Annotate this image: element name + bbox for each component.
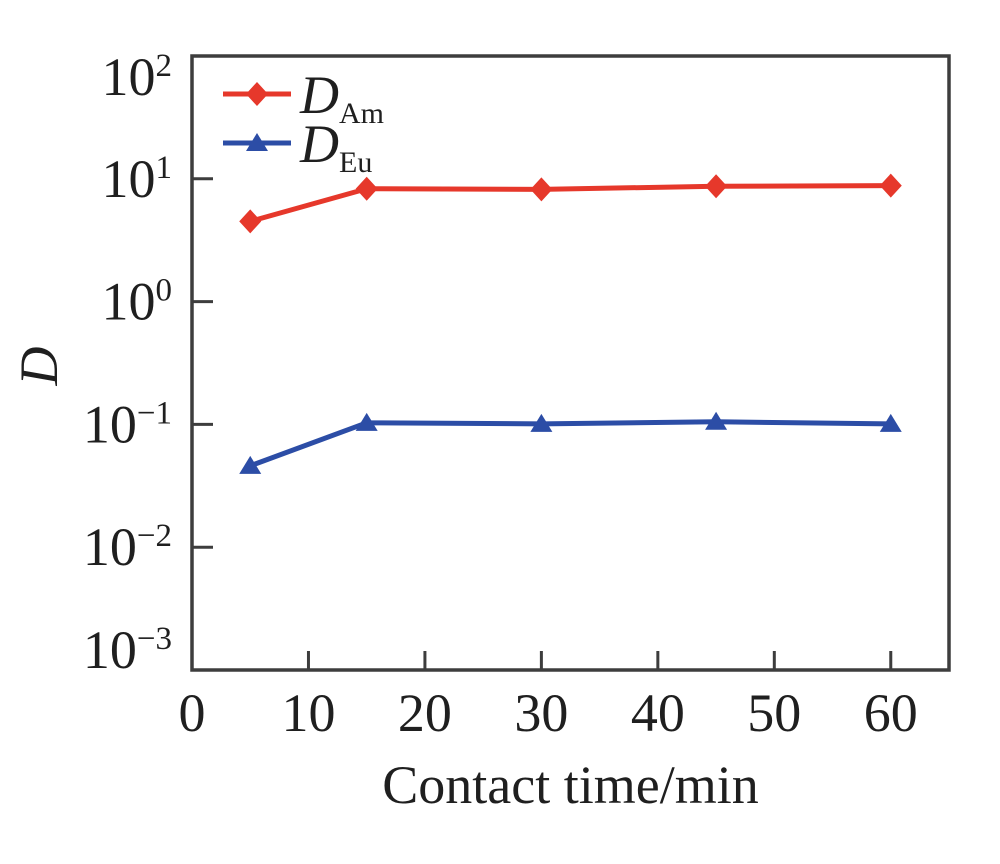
legend-label: DEu	[299, 114, 372, 179]
x-tick-label: 10	[281, 683, 335, 743]
x-tick-label: 20	[398, 683, 452, 743]
series-line	[249, 183, 891, 224]
plot-frame	[190, 54, 951, 672]
legend-marker	[246, 82, 268, 106]
y-axis-title: D	[9, 347, 69, 387]
y-tick-label: 102	[102, 47, 173, 107]
data-point-marker	[239, 455, 262, 474]
y-tick-label: 10−3	[83, 620, 172, 680]
y-tick-label: 100	[102, 272, 173, 332]
legend-label: DAm	[299, 65, 384, 130]
data-point-marker	[355, 176, 378, 201]
data-point-marker	[705, 411, 728, 430]
x-axis-title: Contact time/min	[382, 755, 758, 815]
data-point-marker	[355, 412, 378, 431]
x-tick-label: 40	[631, 683, 685, 743]
y-tick-label: 101	[102, 149, 173, 209]
series-d-eu	[239, 411, 902, 474]
x-tick-label: 60	[864, 683, 918, 743]
series-line	[249, 419, 891, 469]
data-point-marker	[705, 174, 728, 199]
data-point-marker	[879, 413, 902, 432]
y-tick-label: 10−2	[83, 517, 172, 577]
data-point-marker	[239, 209, 262, 234]
x-tick-label: 50	[747, 683, 801, 743]
x-tick-label: 30	[514, 683, 568, 743]
legend-marker	[246, 133, 268, 151]
y-tick-label: 10−1	[83, 394, 172, 454]
data-point-marker	[879, 173, 902, 198]
data-point-marker	[530, 413, 553, 432]
data-point-marker	[530, 177, 553, 202]
series-d-am	[239, 173, 902, 234]
x-tick-label: 0	[179, 683, 206, 743]
